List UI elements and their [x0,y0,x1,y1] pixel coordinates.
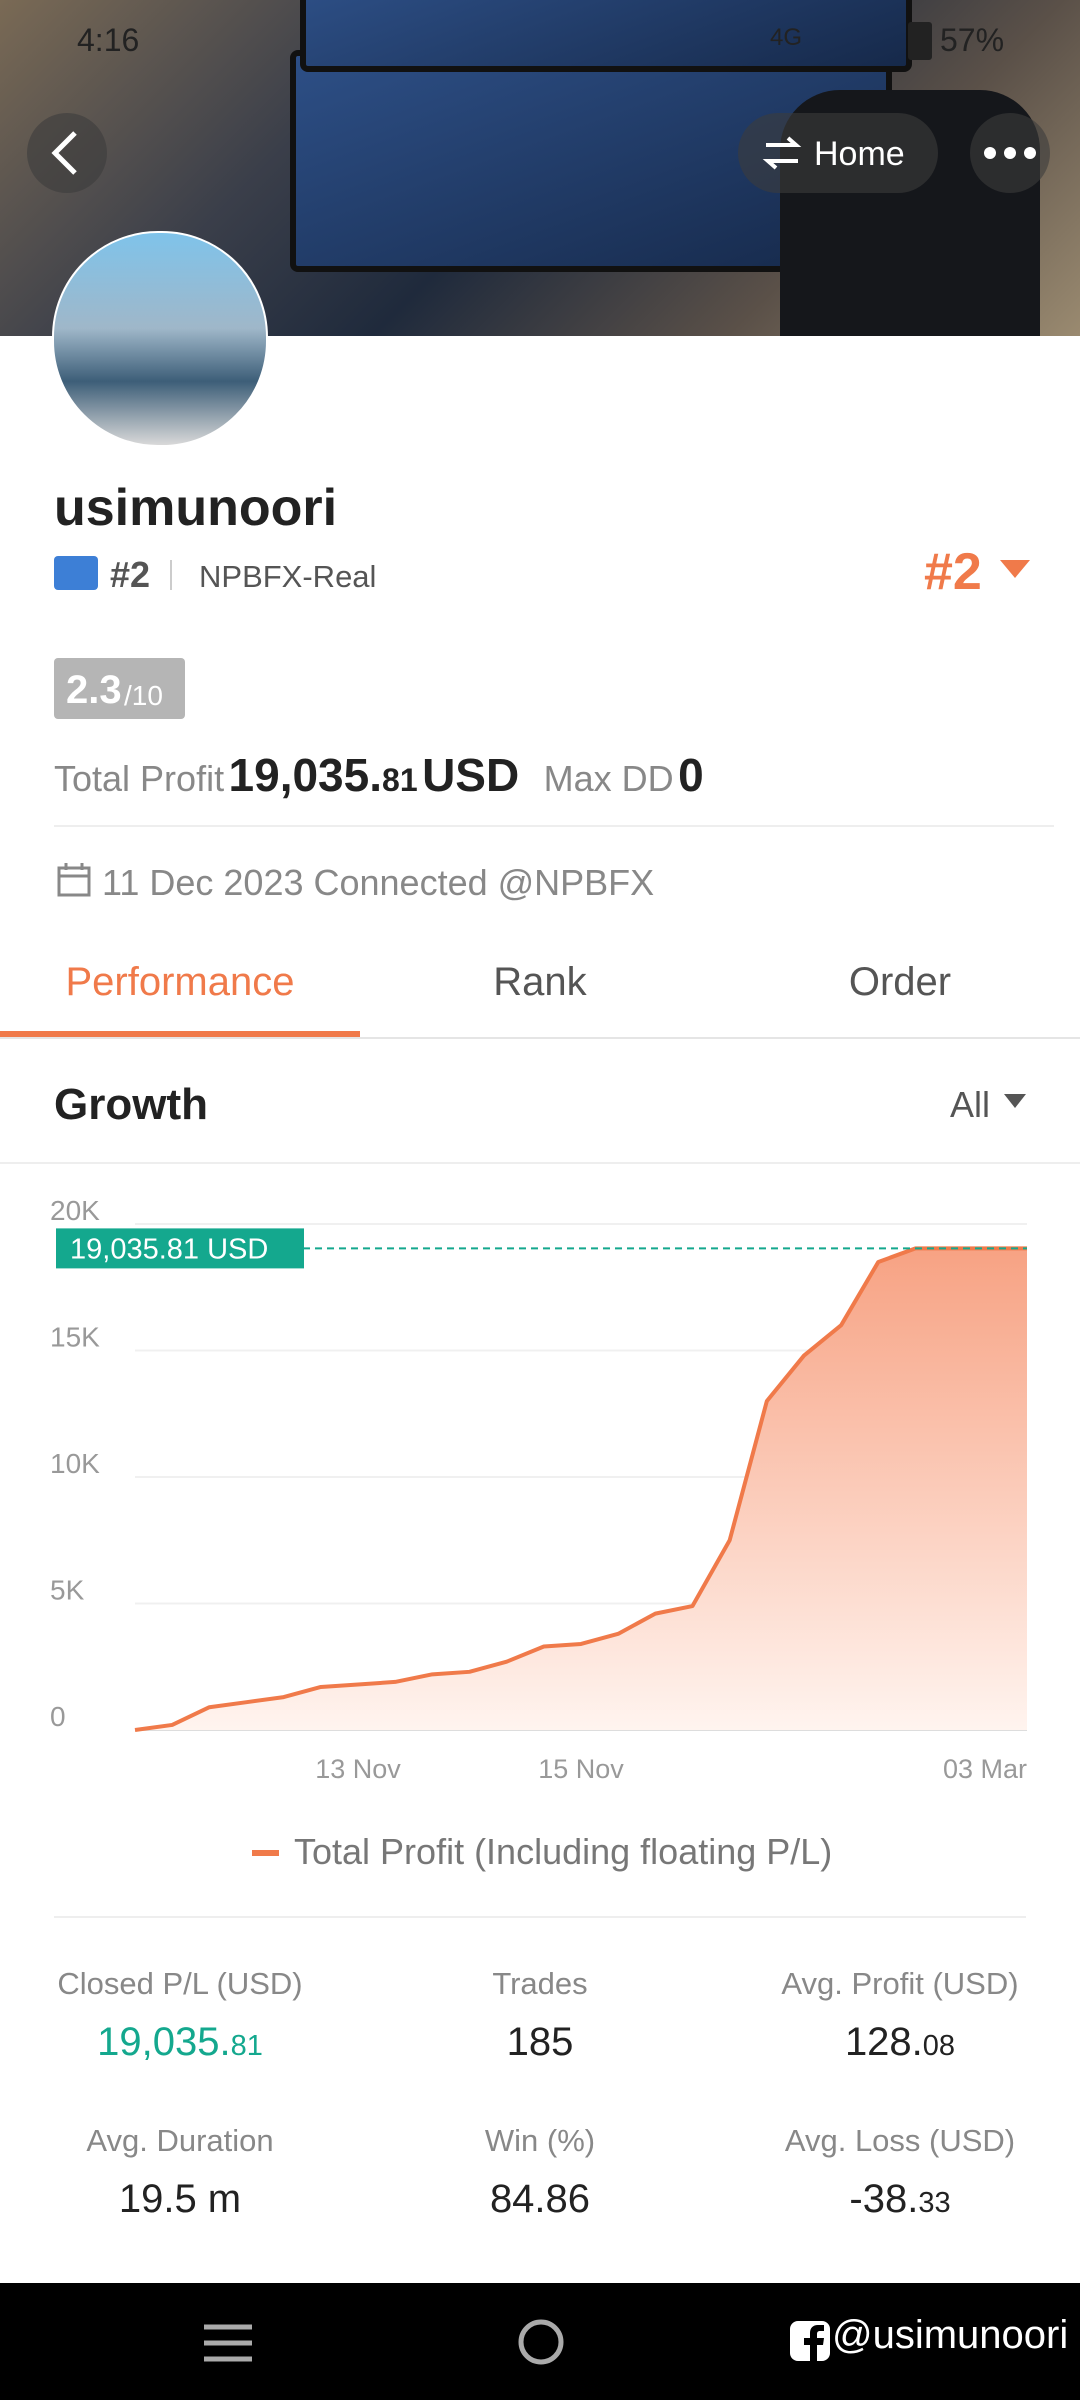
menu-icon[interactable] [200,2321,256,2365]
monitor [300,0,912,72]
home-label: Home [814,135,905,173]
stat-value: 185 [360,2020,720,2065]
stat-value-dec: 33 [918,2187,951,2219]
status-network: 4G [770,24,803,51]
avatar [52,231,268,447]
back-icon [51,131,77,175]
legend-label: Total Profit (Including floating P/L) [294,1831,832,1872]
facebook-icon [790,2321,830,2361]
more-button[interactable] [970,113,1050,193]
stat-label: Trades [492,1966,588,2001]
stat-value-int: 128. [844,2020,923,2064]
stat-value: 128.08 [720,2020,1080,2065]
growth-chart: 0 5K 10K 15K 20K 13 Nov 15 Nov 03 Mar Total Prof… [50,1195,1027,1872]
stat-value-dec: 81 [230,2030,263,2062]
tab[interactable]: Performance [65,960,295,1004]
total-profit-label: Total Profit [54,758,225,799]
total-profit-dec: 81 [382,762,418,798]
x-tick-label: 13 Nov [315,1754,401,1784]
score: 2.3 [66,668,122,712]
username: usimunoori [54,479,338,537]
tab[interactable]: Order [848,960,952,1004]
stat-label: Avg. Profit (USD) [781,1966,1019,2001]
server: NPBFX-Real [199,559,377,594]
max-dd: 0 [678,749,704,801]
reference-label-bg [56,1228,304,1269]
filter-arrow [1004,1094,1026,1108]
tab-indicator [0,1031,360,1037]
swap-icon [762,136,802,170]
divider [54,1916,1026,1918]
battery-icon [908,22,932,60]
watermark: @usimunoori [832,2313,1069,2357]
stat-value: 19.5 m [0,2177,360,2222]
globe-icon [54,556,98,590]
tab[interactable]: Rank [493,960,587,1004]
stat-value-int: -38. [849,2177,919,2221]
separator [170,560,172,590]
stat-label: Avg. Duration [86,2123,274,2158]
connected: 11 Dec 2023 Connected @NPBFX [102,862,655,903]
y-tick-label: 10K [50,1448,100,1479]
home-icon[interactable] [516,2317,566,2367]
stat-value-dec: 08 [922,2030,956,2062]
divider [0,1162,1080,1164]
stat-value: -38.33 [720,2177,1080,2222]
x-tick-label: 03 Mar [943,1754,1027,1784]
status-time: 4:16 [77,22,140,58]
status-battery: 57% [940,22,1005,58]
growth-filter[interactable]: All [950,1084,991,1125]
total-profit-unit: USD [422,749,520,801]
more-icon [984,147,1036,159]
nav-bar: @usimunoori [0,2283,1080,2400]
stat-value-int: 185 [506,2020,574,2064]
total-profit-int: 19,035. [228,749,383,801]
stat-label: Win (%) [484,2123,596,2158]
divider [0,1037,1080,1039]
reference-label: 19,035.81 USD [70,1233,268,1265]
rank-badge: #2 [924,543,982,601]
max-dd-label: Max DD [543,758,674,799]
y-tick-label: 15K [50,1322,100,1353]
y-tick-label: 5K [50,1575,85,1606]
home-button[interactable]: Home [738,113,938,193]
stat-value: 19,035.81 [0,2020,360,2065]
stat-value-int: 19,035. [97,2020,231,2064]
score-badge: 2.3 /10 [54,658,185,719]
area [135,1248,1027,1730]
stat-label: Avg. Loss (USD) [784,2123,1016,2158]
rank: #2 [110,554,151,595]
calendar-icon [57,863,91,897]
stat-value: 84.86 [360,2177,720,2222]
back-button[interactable] [27,113,107,193]
stat-value-int: 19.5 m [118,2177,242,2221]
line [134,1246,1027,1732]
score-max: /10 [124,680,163,711]
stat-value-int: 84.86 [489,2177,591,2221]
stat-label: Closed P/L (USD) [57,1966,303,2001]
x-tick-label: 15 Nov [538,1754,624,1784]
rank-arrow [1000,560,1030,578]
y-tick-label: 20K [50,1195,100,1226]
growth-title: Growth [54,1080,208,1129]
divider [54,825,1054,827]
profit-row: Total Profit 19,035.81 USD Max DD 0 [54,748,704,802]
y-tick-label: 0 [50,1701,66,1732]
